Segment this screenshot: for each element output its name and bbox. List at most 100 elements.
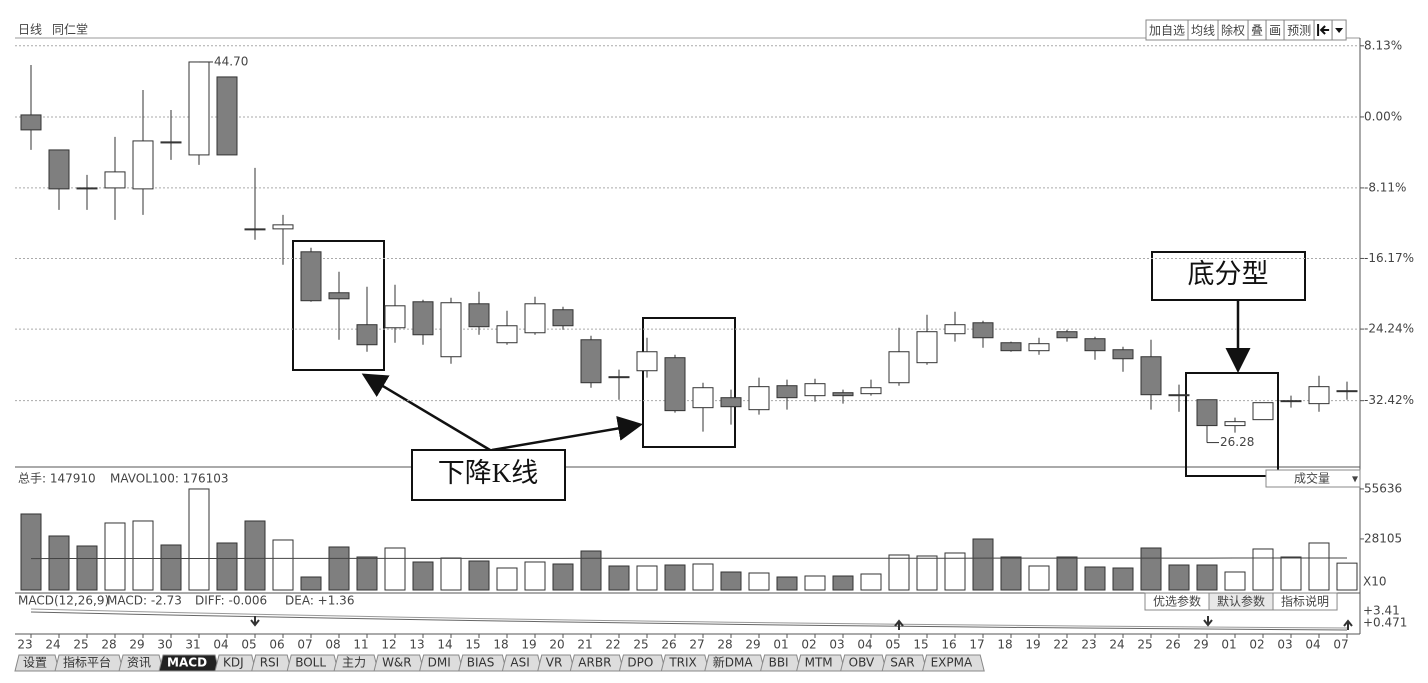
nav-icon[interactable] bbox=[1317, 24, 1330, 36]
x-tick-label: 26 bbox=[661, 638, 676, 652]
x-tick-label: 29 bbox=[1193, 638, 1208, 652]
tab-label[interactable]: TRIX bbox=[668, 656, 696, 670]
volume-bar bbox=[524, 561, 546, 591]
tab-label[interactable]: RSI bbox=[260, 656, 280, 670]
tab[interactable] bbox=[569, 654, 625, 672]
volume-ma-line bbox=[30, 557, 1348, 560]
y-tick-label: 0.00% bbox=[1364, 109, 1402, 123]
tab-label[interactable]: 主力 bbox=[342, 656, 366, 670]
candle-body bbox=[1168, 394, 1190, 397]
tab[interactable] bbox=[704, 654, 766, 672]
tab[interactable] bbox=[537, 654, 575, 672]
x-tick-label: 23 bbox=[17, 638, 32, 652]
tab[interactable] bbox=[418, 654, 464, 672]
tab-label[interactable]: MTM bbox=[805, 656, 833, 670]
indicator-button-label[interactable]: 默认参数 bbox=[1217, 594, 1265, 609]
tab[interactable] bbox=[795, 654, 846, 672]
tab[interactable] bbox=[118, 654, 164, 672]
volume-bar bbox=[916, 555, 938, 591]
tab[interactable] bbox=[286, 654, 339, 672]
dropdown-caret[interactable]: ▾ bbox=[1352, 472, 1358, 486]
tab-label[interactable]: BOLL bbox=[295, 656, 326, 670]
tab-label[interactable]: DPO bbox=[627, 656, 653, 670]
volume-bar bbox=[776, 576, 798, 591]
tab[interactable] bbox=[214, 654, 257, 672]
tab[interactable] bbox=[251, 654, 292, 672]
annotation: 底分型 bbox=[1188, 259, 1269, 289]
tab[interactable] bbox=[618, 654, 666, 672]
tab-label[interactable]: 设置 bbox=[23, 656, 47, 670]
macd-line bbox=[30, 611, 1348, 631]
x-tick-label: 20 bbox=[549, 638, 564, 652]
x-tick-label: 29 bbox=[129, 638, 144, 652]
x-tick-label: 03 bbox=[829, 638, 844, 652]
tab-label[interactable]: KDJ bbox=[223, 656, 244, 670]
period: 日线 bbox=[18, 23, 42, 37]
tab[interactable] bbox=[158, 654, 220, 672]
tab-label[interactable]: W&R bbox=[382, 656, 412, 670]
candle-body bbox=[748, 386, 770, 411]
tab[interactable] bbox=[921, 654, 985, 672]
volume-bar bbox=[972, 538, 994, 591]
tab[interactable] bbox=[881, 654, 928, 672]
x-tick-label: 30 bbox=[157, 638, 172, 652]
annotation-box bbox=[411, 449, 566, 501]
tab-label[interactable]: DMI bbox=[428, 656, 451, 670]
volume-ma: MAVOL100: 176103 bbox=[110, 472, 229, 486]
tab-label[interactable]: 新DMA bbox=[713, 655, 754, 670]
tab-label[interactable]: EXPMA bbox=[931, 656, 973, 670]
tab[interactable] bbox=[840, 654, 887, 672]
y-tick-label: -32.42% bbox=[1364, 393, 1414, 407]
tab[interactable] bbox=[660, 654, 710, 672]
candle-body bbox=[664, 357, 686, 412]
tab[interactable] bbox=[501, 654, 543, 672]
scale-label: X10 bbox=[1363, 575, 1387, 589]
indicator-select[interactable] bbox=[1265, 469, 1361, 488]
tab[interactable] bbox=[373, 654, 425, 672]
toolbar-label[interactable]: 除权 bbox=[1221, 23, 1245, 38]
tab-label[interactable]: ARBR bbox=[578, 656, 611, 670]
candle-body bbox=[76, 187, 98, 190]
tab[interactable] bbox=[458, 654, 508, 672]
x-tick-label: 15 bbox=[465, 638, 480, 652]
tab[interactable] bbox=[14, 654, 60, 672]
toolbar-label[interactable]: 预测 bbox=[1287, 24, 1311, 38]
toolbar-label[interactable]: 加自选 bbox=[1149, 24, 1185, 38]
volume-bar bbox=[468, 560, 490, 591]
low-price-label: 26.28 bbox=[1220, 435, 1254, 449]
volume-bar bbox=[1336, 562, 1358, 591]
volume-bar bbox=[216, 542, 238, 591]
volume-bar bbox=[692, 563, 714, 591]
tab-label[interactable]: BBI bbox=[769, 656, 789, 670]
tab-label[interactable]: 资讯 bbox=[127, 656, 151, 670]
x-tick-label: 05 bbox=[885, 638, 900, 652]
indicator-select-label[interactable]: 成交量 bbox=[1294, 471, 1330, 486]
tab-label[interactable]: 指标平台 bbox=[63, 655, 111, 670]
tab-label[interactable]: VR bbox=[546, 656, 563, 670]
y-tick-label: 28105 bbox=[1364, 531, 1402, 545]
tab[interactable] bbox=[759, 654, 802, 672]
volume-bar bbox=[328, 546, 350, 591]
x-tick-label: 26 bbox=[1165, 638, 1180, 652]
candle-body bbox=[160, 141, 182, 144]
tab-label[interactable]: OBV bbox=[849, 656, 875, 670]
indicator-button[interactable] bbox=[1272, 592, 1338, 611]
toolbar-label[interactable]: 画 bbox=[1269, 24, 1281, 38]
x-tick-label: 04 bbox=[213, 638, 228, 652]
candle-body bbox=[300, 251, 322, 302]
arrow bbox=[491, 416, 643, 452]
candle-body bbox=[776, 385, 798, 399]
tab-label[interactable]: SAR bbox=[890, 656, 914, 670]
tab-label[interactable]: MACD bbox=[167, 656, 207, 670]
tab[interactable] bbox=[54, 654, 124, 672]
candle-body bbox=[356, 324, 378, 346]
tab-label[interactable]: ASI bbox=[510, 656, 529, 670]
menu-icon[interactable] bbox=[1335, 28, 1344, 33]
indicator-button-label[interactable]: 优选参数 bbox=[1153, 594, 1201, 609]
tab[interactable] bbox=[333, 654, 379, 672]
volume-bar bbox=[1308, 542, 1330, 591]
toolbar-label[interactable]: 叠 bbox=[1251, 24, 1263, 38]
tab-label[interactable]: BIAS bbox=[467, 656, 495, 670]
indicator-button-label[interactable]: 指标说明 bbox=[1281, 594, 1329, 609]
toolbar-label[interactable]: 均线 bbox=[1191, 24, 1215, 38]
